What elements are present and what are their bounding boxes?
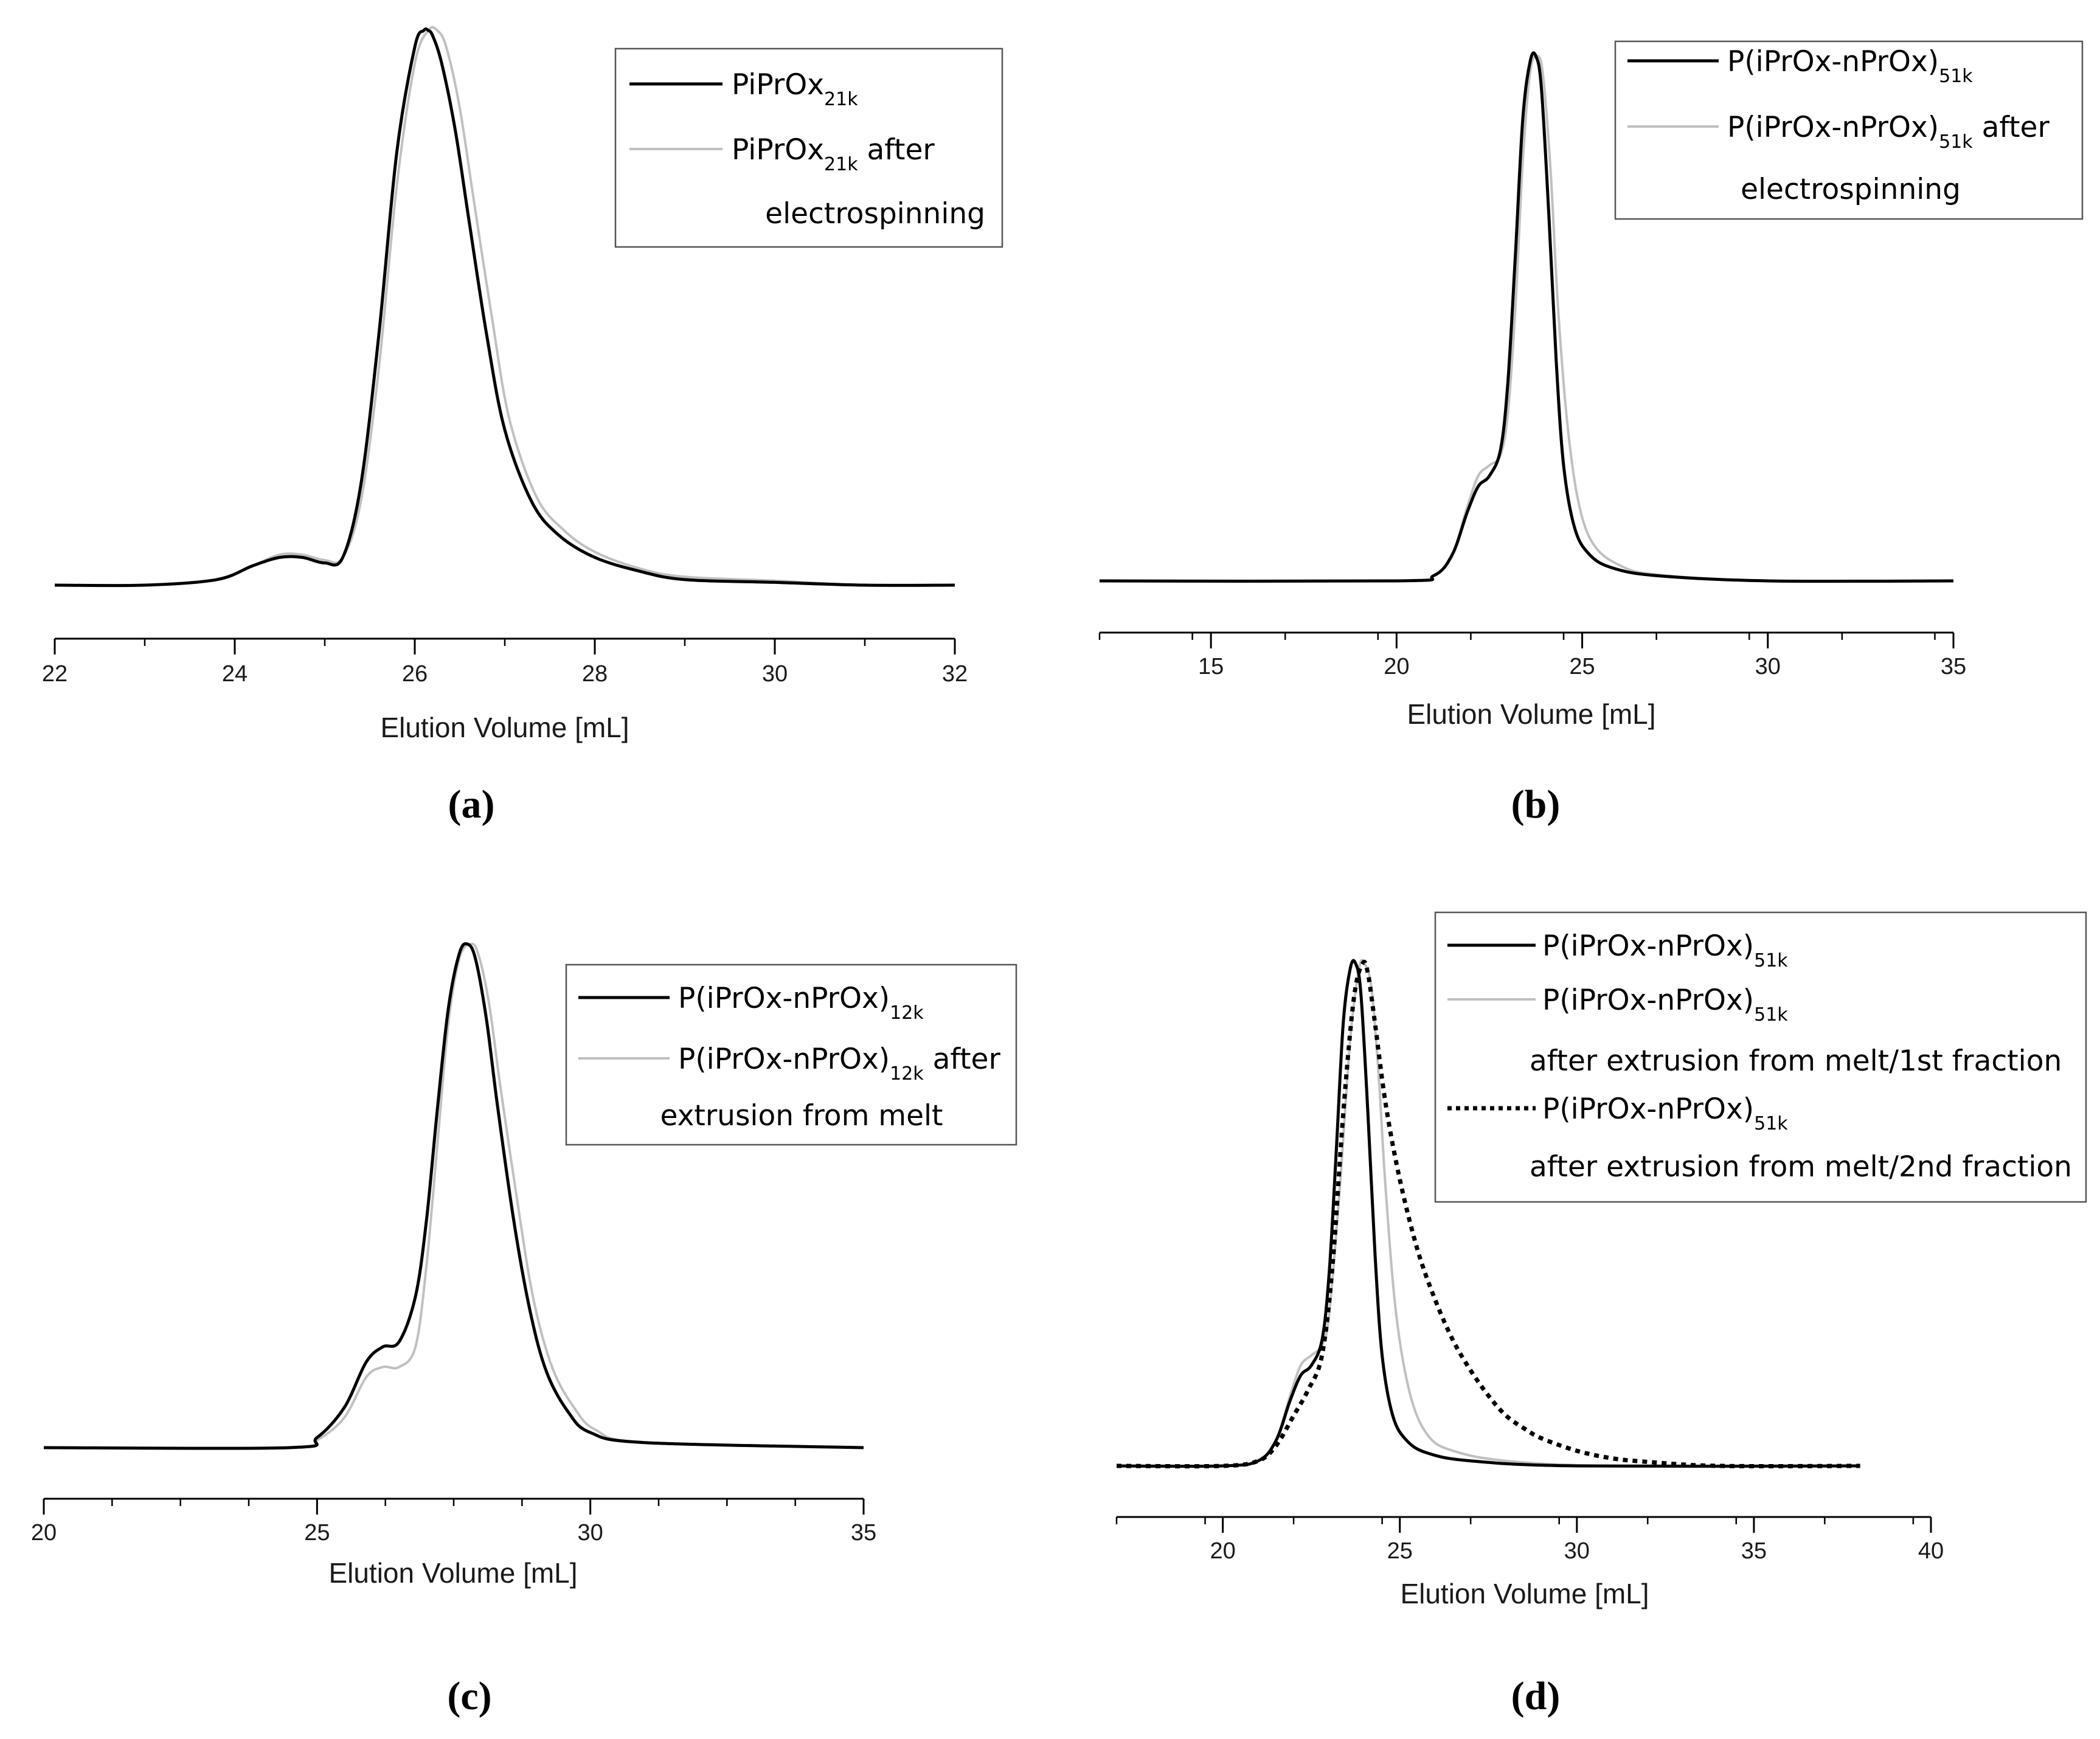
panel-b-legend-entry-1-line2: electrospinning <box>1741 173 1961 206</box>
legend-subscript: 21k <box>824 89 858 110</box>
panel-c-series-0 <box>43 942 864 1450</box>
panel-c-legend-entry-1: P(iPrOx-nPrOx)12k after <box>678 1043 1000 1085</box>
panel-a-label: (a) <box>448 782 495 827</box>
legend-subscript: 12k <box>890 1063 924 1085</box>
panel-b-legend-box <box>1614 40 2084 220</box>
panel-a: 22 24 26 28 30 32 Elution Volume [mL] (a) PiP… <box>42 26 1003 827</box>
panel-d-series-0 <box>1116 959 1860 1468</box>
panel-d-legend: P(iPrOx-nPrOx)51k P(iPrOx-nPrOx)51k afte… <box>1434 911 2087 1203</box>
panel-b-x-tick-label: 20 <box>1384 654 1409 679</box>
legend-name-suffix: after <box>1973 111 2050 144</box>
legend-name-suffix: after <box>858 133 935 167</box>
panel-d-x-tick-label: 40 <box>1918 1538 1944 1564</box>
legend-name: PiPrOx <box>732 133 824 167</box>
legend-name: P(iPrOx-nPrOx) <box>1727 45 1939 78</box>
panel-b-legend-entry-1: P(iPrOx-nPrOx)51k after <box>1727 111 2050 153</box>
panel-b-plot: 15 20 25 30 35 <box>1098 51 1966 679</box>
panel-d-legend-entry-2-line2: after extrusion from melt/2nd fraction <box>1530 1150 2072 1184</box>
panel-c-legend: P(iPrOx-nPrOx)12k P(iPrOx-nPrOx)12k afte… <box>565 963 1017 1146</box>
panel-a-plot: 22 24 26 28 30 32 <box>42 26 968 687</box>
legend-name: P(iPrOx-nPrOx) <box>678 982 890 1015</box>
panel-c-plot: 20 25 30 35 <box>31 942 876 1546</box>
panel-a-x-tick-label: 22 <box>42 661 68 687</box>
panel-c-x-tick-label: 30 <box>578 1520 603 1546</box>
panel-b-x-tick-label: 15 <box>1198 654 1224 679</box>
panel-c-x-tick-label: 25 <box>304 1520 330 1546</box>
panel-c-legend-entry-1-line2: extrusion from melt <box>660 1099 943 1133</box>
legend-subscript: 51k <box>1754 950 1788 971</box>
legend-name-suffix: after <box>924 1043 1001 1076</box>
panel-d-legend-entry-2: P(iPrOx-nPrOx)51k <box>1542 1092 1788 1134</box>
panel-d-label: (d) <box>1511 1674 1561 1718</box>
legend-subscript: 12k <box>890 1002 924 1024</box>
panel-d-legend-entry-1: P(iPrOx-nPrOx)51k <box>1542 984 1788 1026</box>
panel-b-legend: P(iPrOx-nPrOx)51k P(iPrOx-nPrOx)51k afte… <box>1614 40 2084 220</box>
panel-c: 20 25 30 35 Elution Volume [mL] (c) P(iPrOx… <box>31 942 1017 1718</box>
panel-a-series-1 <box>54 26 955 587</box>
panel-d-x-tick-label: 20 <box>1210 1538 1236 1564</box>
panel-b-series-0 <box>1099 51 1954 583</box>
panel-d-plot: 20 25 30 35 40 <box>1115 959 1944 1564</box>
panel-d-legend-box <box>1434 911 2087 1203</box>
panel-b-x-tick-label: 35 <box>1941 654 1966 679</box>
panel-c-legend-box <box>565 963 1017 1146</box>
panel-a-x-tick-label: 26 <box>402 661 428 687</box>
legend-name: P(iPrOx-nPrOx) <box>1542 984 1754 1017</box>
legend-name: P(iPrOx-nPrOx) <box>1542 929 1754 963</box>
legend-subscript: 51k <box>1754 1113 1788 1134</box>
panel-a-legend-entry-1: PiPrOx21k after <box>732 133 935 175</box>
panel-d-x-axis-label: Elution Volume [mL] <box>1400 1578 1649 1609</box>
panel-a-x-axis-label: Elution Volume [mL] <box>380 712 629 743</box>
panel-c-x-tick-label: 35 <box>851 1520 876 1546</box>
legend-subscript: 51k <box>1939 66 1973 87</box>
panel-a-x-tick-label: 30 <box>762 661 788 687</box>
panel-a-legend: PiPrOx21k PiPrOx21k after electrospinnin… <box>614 47 1003 248</box>
panel-d-legend-entry-0: P(iPrOx-nPrOx)51k <box>1542 929 1788 971</box>
legend-name: P(iPrOx-nPrOx) <box>678 1043 890 1076</box>
panel-b-x-axis-label: Elution Volume [mL] <box>1407 698 1655 730</box>
legend-subscript: 51k <box>1754 1004 1788 1026</box>
panel-b-x-tick-label: 25 <box>1569 654 1595 679</box>
legend-name: P(iPrOx-nPrOx) <box>1542 1092 1754 1126</box>
panel-c-legend-entry-0: P(iPrOx-nPrOx)12k <box>678 982 924 1024</box>
panel-d-x-tick-label: 30 <box>1564 1538 1590 1564</box>
panel-a-x-tick-label: 24 <box>222 661 248 687</box>
panel-a-series-0 <box>54 27 955 588</box>
panel-d-x-tick-label: 35 <box>1741 1538 1767 1564</box>
panel-d-x-tick-label: 25 <box>1387 1538 1413 1564</box>
panel-b-label: (b) <box>1511 782 1561 827</box>
panel-b: 15 20 25 30 35 Elution Volume [mL] (b) P(iPr… <box>1098 40 2084 827</box>
legend-subscript: 51k <box>1939 131 1973 153</box>
panel-c-label: (c) <box>447 1674 491 1718</box>
panel-a-x-tick-label: 28 <box>582 661 608 687</box>
legend-subscript: 21k <box>824 154 858 175</box>
panel-b-legend-entry-0: P(iPrOx-nPrOx)51k <box>1727 45 1973 87</box>
panel-c-x-axis-label: Elution Volume [mL] <box>328 1557 577 1589</box>
panel-d-series-2 <box>1116 959 1860 1469</box>
panel-b-x-tick-label: 30 <box>1755 654 1781 679</box>
panel-c-x-tick-label: 20 <box>31 1520 57 1546</box>
legend-name: PiPrOx <box>732 68 824 102</box>
panel-d-legend-entry-1-line2: after extrusion from melt/1st fraction <box>1530 1044 2062 1078</box>
panel-a-x-tick-label: 32 <box>942 661 968 687</box>
panel-d: 20 25 30 35 40 Elution Volume [mL] (d) P(iPr… <box>1115 911 2087 1718</box>
panel-a-legend-entry-1-line2: electrospinning <box>765 197 985 231</box>
panel-a-legend-entry-0: PiPrOx21k <box>732 68 858 110</box>
legend-name: P(iPrOx-nPrOx) <box>1727 111 1939 144</box>
